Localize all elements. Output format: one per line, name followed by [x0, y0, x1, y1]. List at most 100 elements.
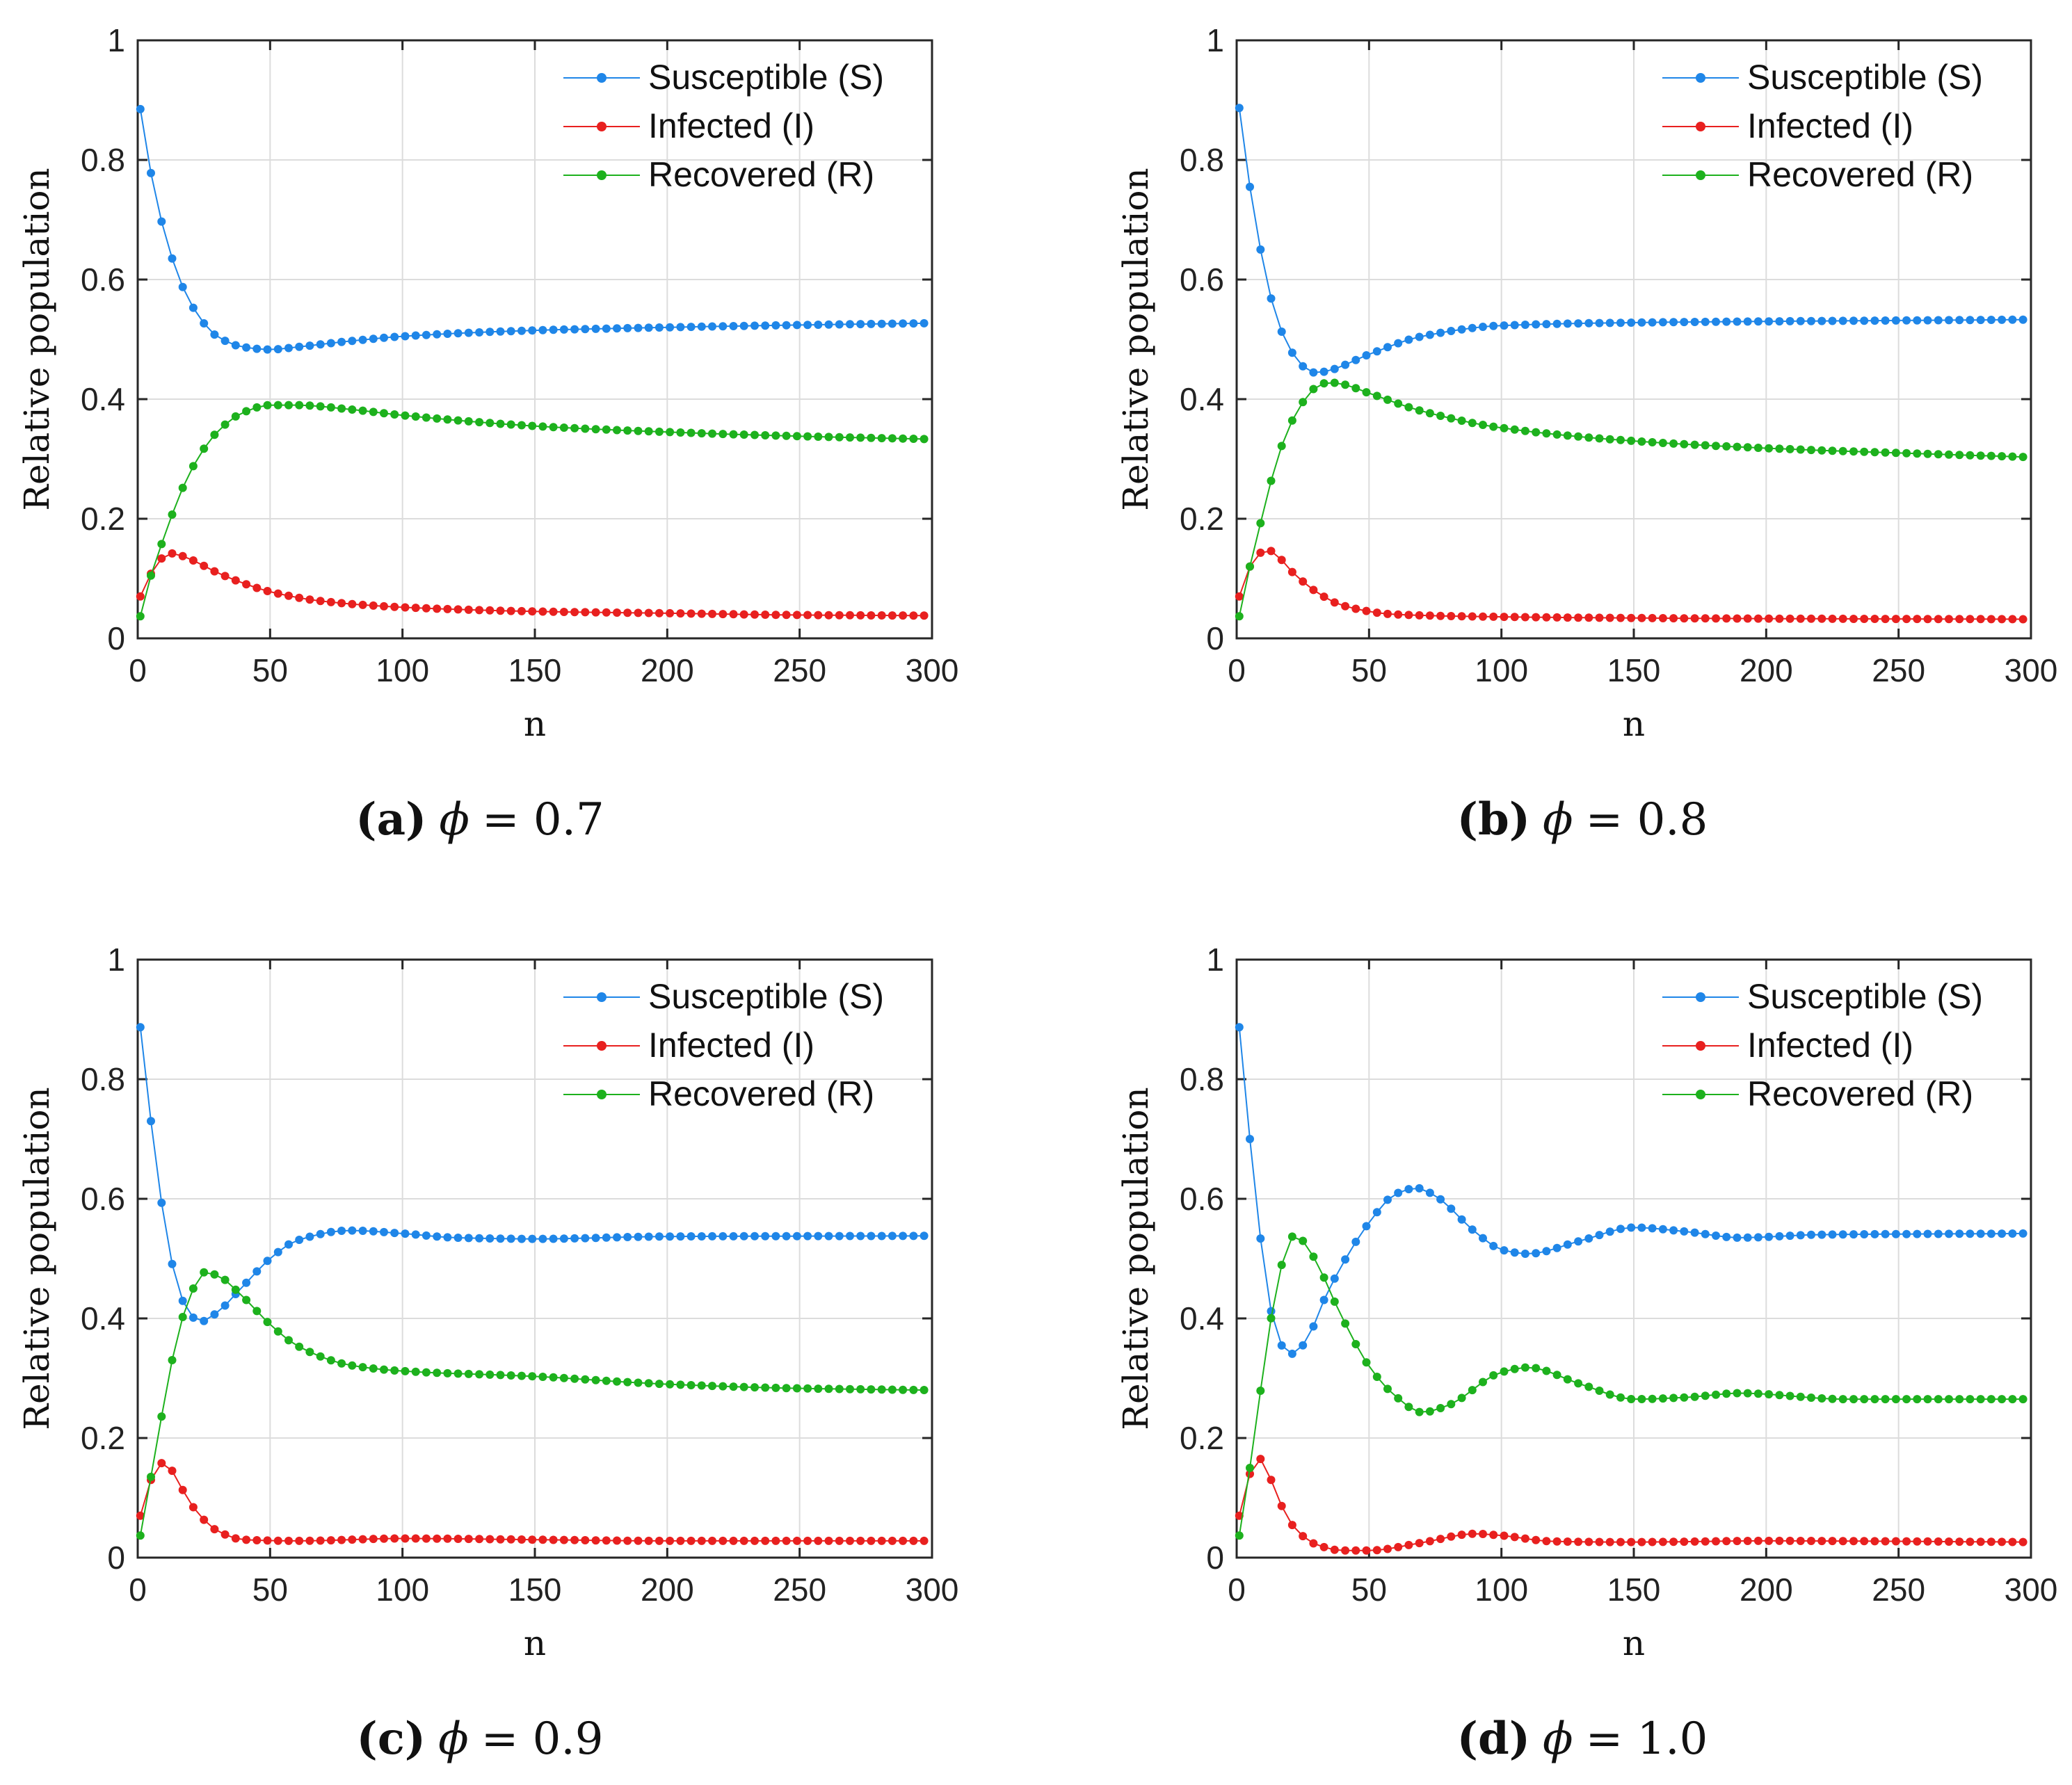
data-point-R [613, 426, 621, 435]
data-point-S [623, 323, 632, 332]
legend-swatch-marker-R [597, 170, 607, 180]
data-point-S [803, 321, 812, 330]
data-point-R [1299, 398, 1308, 407]
data-point-R [252, 1307, 262, 1316]
data-point-I [390, 602, 399, 611]
data-point-S [1733, 1233, 1742, 1242]
data-point-I [888, 1536, 897, 1545]
data-point-S [168, 254, 177, 263]
data-point-I [676, 1536, 685, 1545]
data-point-R [1351, 384, 1360, 393]
y-tick-label: 0.6 [1180, 261, 1224, 298]
data-point-S [1817, 316, 1826, 325]
data-point-I [1891, 1537, 1900, 1546]
data-point-R [1923, 449, 1932, 458]
data-point-S [1532, 1249, 1541, 1258]
x-tick-label: 250 [1872, 1572, 1925, 1608]
y-tick-label: 1 [1206, 942, 1224, 978]
data-point-I [358, 1535, 367, 1544]
data-point-S [1998, 1229, 2007, 1238]
data-point-I [613, 1536, 621, 1545]
data-point-R [1500, 1367, 1509, 1376]
data-point-S [613, 1233, 621, 1242]
data-point-I [263, 587, 272, 595]
data-point-S [729, 322, 738, 330]
data-point-S [581, 1234, 590, 1243]
data-point-I [1986, 1537, 1995, 1546]
data-point-I [1828, 1537, 1837, 1546]
caption-symbol: ϕ [438, 1713, 469, 1765]
data-point-S [1870, 316, 1879, 325]
data-point-S [899, 1231, 908, 1241]
data-point-R [591, 425, 600, 434]
data-point-R [485, 419, 495, 428]
data-point-I [178, 551, 187, 560]
data-point-R [1733, 1389, 1742, 1398]
legend-swatch-marker-S [597, 73, 607, 83]
data-point-R [433, 1368, 442, 1378]
data-point-I [136, 1511, 145, 1520]
data-point-I [591, 608, 600, 617]
data-point-R [1817, 1394, 1826, 1403]
data-point-I [284, 1536, 293, 1545]
data-point-S [326, 1227, 335, 1236]
data-point-I [1986, 615, 1995, 624]
y-axis-label: Relative population [17, 1087, 57, 1430]
data-point-I [1468, 612, 1477, 621]
x-tick-label: 50 [1351, 652, 1387, 688]
data-point-R [1870, 1395, 1879, 1404]
caption-label: (c) [357, 1713, 426, 1765]
data-point-I [1680, 1537, 1689, 1546]
caption-value: = 0.7 [482, 794, 604, 846]
data-point-S [792, 321, 801, 330]
data-point-R [380, 1365, 388, 1374]
data-point-S [538, 1234, 547, 1243]
caption-label: (b) [1457, 793, 1530, 846]
data-point-S [1595, 318, 1604, 328]
data-point-I [1849, 1537, 1858, 1546]
data-point-I [1299, 577, 1308, 586]
data-point-R [1341, 380, 1350, 389]
x-tick-label: 250 [773, 1572, 826, 1608]
y-tick-label: 1 [1206, 22, 1224, 58]
data-point-S [591, 1234, 600, 1243]
data-point-S [1765, 1232, 1774, 1241]
data-point-S [1447, 1204, 1456, 1213]
series-S [1235, 104, 2027, 377]
x-tick-label: 0 [129, 1572, 147, 1608]
data-point-I [718, 610, 728, 619]
data-point-S [1807, 1230, 1815, 1239]
data-point-R [1998, 452, 2007, 461]
data-point-S [1510, 1248, 1519, 1257]
data-point-S [549, 325, 558, 334]
data-point-I [1775, 614, 1784, 623]
data-point-I [792, 611, 801, 620]
data-point-I [1277, 1501, 1286, 1510]
data-point-I [1479, 612, 1487, 621]
data-point-R [1648, 438, 1657, 446]
data-point-I [1680, 614, 1689, 623]
data-point-R [1817, 446, 1826, 455]
data-point-S [1966, 316, 1975, 325]
legend-swatch-marker-S [1696, 992, 1705, 1002]
data-point-I [475, 1535, 484, 1544]
data-point-I [1658, 614, 1667, 622]
data-point-S [453, 329, 463, 338]
data-point-S [1881, 1229, 1890, 1238]
y-tick-label: 0.8 [81, 142, 125, 178]
caption-value: = 0.9 [481, 1713, 604, 1765]
y-tick-label: 0.4 [1180, 1300, 1224, 1336]
data-point-I [1627, 613, 1636, 622]
data-point-I [1584, 1537, 1593, 1546]
data-point-S [305, 1232, 314, 1241]
data-point-I [1785, 614, 1794, 623]
data-point-R [147, 571, 155, 580]
data-point-R [464, 1369, 473, 1378]
data-point-S [708, 322, 716, 331]
data-point-S [517, 326, 526, 335]
data-point-I [305, 1536, 314, 1545]
data-point-S [1690, 1228, 1699, 1237]
data-point-I [1372, 1546, 1381, 1555]
data-point-I [1309, 585, 1318, 595]
x-tick-label: 100 [1475, 1572, 1528, 1608]
